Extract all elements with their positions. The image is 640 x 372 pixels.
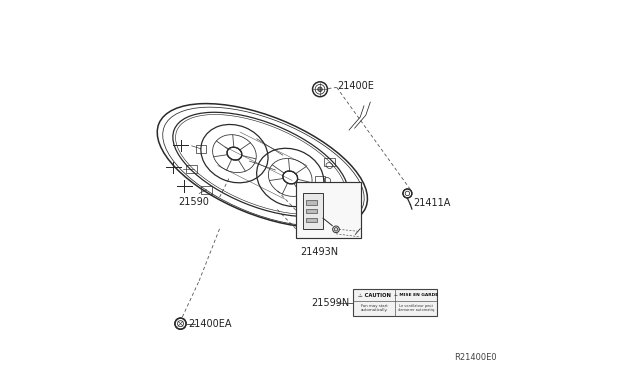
Ellipse shape <box>318 87 322 92</box>
Ellipse shape <box>227 147 242 160</box>
Bar <box>186 165 197 173</box>
Bar <box>296 182 361 238</box>
Ellipse shape <box>175 318 186 329</box>
Text: R21400E0: R21400E0 <box>454 353 497 362</box>
Text: 21599N: 21599N <box>311 298 349 308</box>
Bar <box>305 218 317 222</box>
Bar <box>202 186 212 194</box>
Text: Fan may start
automatically.: Fan may start automatically. <box>361 304 388 312</box>
Text: ⚠ CAUTION: ⚠ CAUTION <box>358 292 391 298</box>
Bar <box>305 200 317 205</box>
Text: 21590: 21590 <box>179 197 209 206</box>
Bar <box>303 193 323 229</box>
Text: 21411A: 21411A <box>413 198 451 208</box>
Bar <box>324 158 335 166</box>
Text: 21400EA: 21400EA <box>189 319 232 328</box>
Bar <box>315 176 325 185</box>
Text: 21400E: 21400E <box>337 81 374 90</box>
Ellipse shape <box>283 171 298 184</box>
Text: ⚠ MISE EN GARDE: ⚠ MISE EN GARDE <box>394 293 438 297</box>
Bar <box>196 145 206 153</box>
Ellipse shape <box>403 189 412 198</box>
Text: 21493N: 21493N <box>300 247 339 257</box>
Text: Le ventilateur peut
demarrer automatiq.: Le ventilateur peut demarrer automatiq. <box>397 304 435 312</box>
Bar <box>353 289 437 316</box>
Bar <box>305 209 317 214</box>
Ellipse shape <box>333 226 339 233</box>
